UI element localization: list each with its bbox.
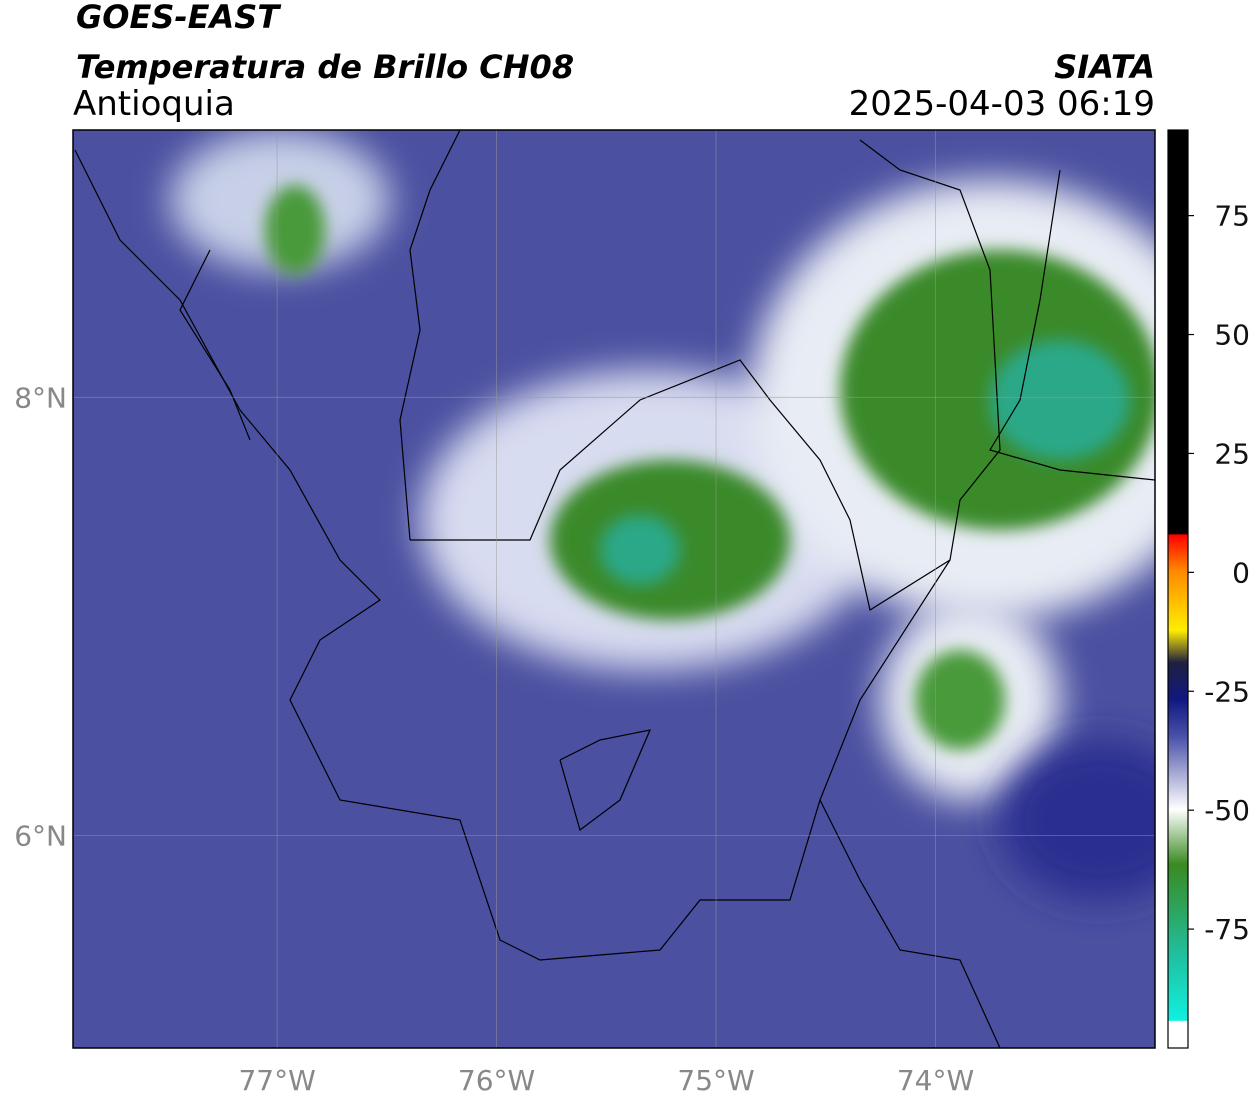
title: GOES-EAST [76, 0, 281, 36]
map-frame [72, 129, 1156, 1049]
y-tick-label: 8°N [14, 381, 67, 414]
datetime: 2025-04-03 06:19 [849, 84, 1155, 124]
grid [73, 130, 1155, 1048]
y-tick-label: 6°N [14, 819, 67, 852]
colorbar [1167, 129, 1189, 1049]
source: SIATA [1054, 48, 1155, 86]
colorbar-tick-label: -50 [1204, 794, 1250, 827]
x-tick-label: 76°W [458, 1064, 535, 1097]
x-tick-label: 77°W [238, 1064, 315, 1097]
x-tick-label: 74°W [897, 1064, 974, 1097]
colorbar-tick-label: 25 [1214, 437, 1250, 470]
colorbar-tick-label: -25 [1204, 675, 1250, 708]
colorbar-tick-label: -75 [1204, 913, 1250, 946]
map-image [73, 130, 1155, 1048]
region: Antioquia [73, 84, 235, 124]
subtitle: Temperatura de Brillo CH08 [76, 48, 574, 86]
colorbar-tick-label: 50 [1214, 319, 1250, 352]
colorbar-tick-label: 75 [1214, 200, 1250, 233]
colorbar-tick-label: 0 [1232, 556, 1250, 589]
x-tick-label: 75°W [677, 1064, 754, 1097]
